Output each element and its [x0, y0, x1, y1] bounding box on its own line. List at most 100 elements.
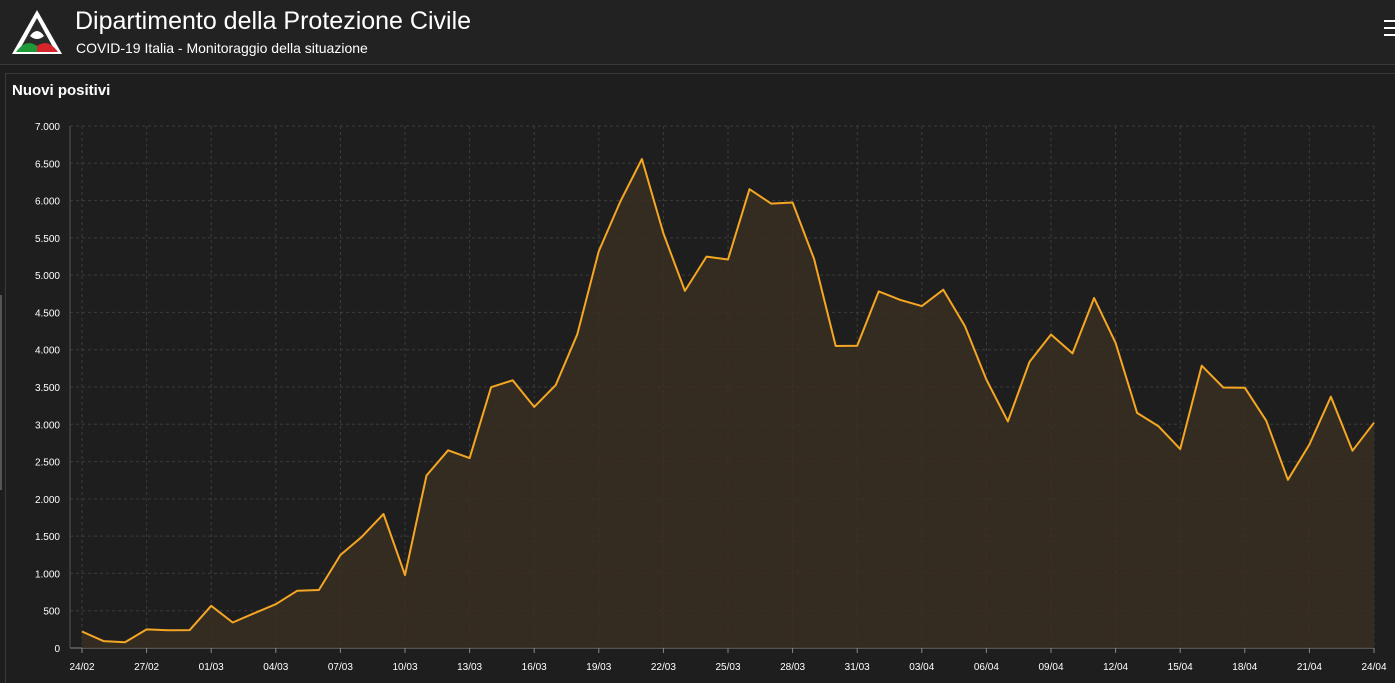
- data-point: [1071, 352, 1073, 354]
- y-tick-label: 2.000: [35, 495, 60, 506]
- data-point: [1093, 297, 1095, 299]
- x-tick-label: 10/03: [392, 662, 417, 673]
- data-point: [921, 305, 923, 307]
- x-tick-label: 15/04: [1168, 662, 1193, 673]
- app-title: Dipartimento della Protezione Civile: [75, 7, 472, 35]
- data-point: [1179, 448, 1181, 450]
- y-tick-label: 4.500: [35, 308, 60, 319]
- y-tick-label: 5.000: [35, 271, 60, 282]
- y-tick-label: 1.500: [35, 532, 60, 543]
- panel-edge-marker: [0, 295, 2, 490]
- data-point: [942, 288, 944, 290]
- x-tick-label: 25/03: [715, 662, 740, 673]
- y-tick-label: 3.500: [35, 383, 60, 394]
- data-point: [81, 630, 83, 632]
- x-tick-label: 19/03: [586, 662, 611, 673]
- data-point: [102, 640, 104, 642]
- y-tick-label: 7.000: [35, 122, 60, 133]
- data-point: [705, 255, 707, 257]
- y-tick-label: 4.000: [35, 346, 60, 357]
- data-point: [1244, 386, 1246, 388]
- data-point: [770, 202, 772, 204]
- x-tick-label: 18/04: [1232, 662, 1257, 673]
- x-tick-label: 21/04: [1297, 662, 1322, 673]
- data-point: [425, 474, 427, 476]
- data-point: [361, 536, 363, 538]
- data-point: [167, 629, 169, 631]
- protezione-civile-logo[interactable]: [10, 8, 64, 58]
- data-point: [598, 250, 600, 252]
- x-tick-label: 09/04: [1038, 662, 1063, 673]
- data-point: [899, 299, 901, 301]
- data-point: [188, 629, 190, 631]
- app-subtitle: COVID-19 Italia - Monitoraggio della sit…: [76, 40, 368, 56]
- y-tick-label: 0: [54, 644, 60, 655]
- data-point: [1028, 361, 1030, 363]
- y-tick-label: 3.000: [35, 420, 60, 431]
- data-point: [555, 384, 557, 386]
- data-point: [253, 612, 255, 614]
- x-tick-label: 01/03: [199, 662, 224, 673]
- app-header: Dipartimento della Protezione Civile COV…: [0, 0, 1395, 65]
- data-point: [468, 457, 470, 459]
- data-point: [619, 200, 621, 202]
- data-point: [124, 641, 126, 643]
- data-point: [1157, 425, 1159, 427]
- x-tick-label: 24/02: [69, 662, 94, 673]
- data-point: [684, 290, 686, 292]
- y-tick-label: 2.500: [35, 458, 60, 469]
- data-point: [533, 406, 535, 408]
- data-point: [748, 188, 750, 190]
- data-point: [834, 345, 836, 347]
- data-point: [878, 290, 880, 292]
- data-point: [1136, 412, 1138, 414]
- x-tick-label: 28/03: [780, 662, 805, 673]
- x-tick-label: 04/03: [263, 662, 288, 673]
- x-tick-label: 24/04: [1361, 662, 1386, 673]
- data-point: [1351, 449, 1353, 451]
- data-point: [1330, 395, 1332, 397]
- x-tick-label: 27/02: [134, 662, 159, 673]
- data-point: [791, 201, 793, 203]
- data-point: [339, 554, 341, 556]
- data-point: [447, 449, 449, 451]
- data-point: [1114, 342, 1116, 344]
- data-point: [727, 258, 729, 260]
- data-point: [662, 232, 664, 234]
- data-point: [210, 605, 212, 607]
- data-point: [985, 378, 987, 380]
- y-tick-label: 1.000: [35, 569, 60, 580]
- data-point: [1373, 422, 1375, 424]
- x-tick-label: 07/03: [328, 662, 353, 673]
- data-point: [404, 574, 406, 576]
- data-point: [576, 333, 578, 335]
- data-point: [275, 603, 277, 605]
- x-tick-label: 22/03: [651, 662, 676, 673]
- data-point: [490, 386, 492, 388]
- y-tick-label: 5.500: [35, 234, 60, 245]
- x-tick-label: 13/03: [457, 662, 482, 673]
- data-point: [856, 345, 858, 347]
- hamburger-menu-icon[interactable]: [1384, 20, 1395, 42]
- series-line: [81, 158, 1375, 644]
- data-point: [1265, 420, 1267, 422]
- data-point: [318, 589, 320, 591]
- data-point: [1308, 443, 1310, 445]
- data-point: [641, 158, 643, 160]
- x-tick-label: 12/04: [1103, 662, 1128, 673]
- y-tick-label: 500: [43, 607, 60, 618]
- data-point: [1050, 333, 1052, 335]
- data-point: [1007, 420, 1009, 422]
- data-point: [511, 379, 513, 381]
- data-point: [296, 589, 298, 591]
- series-area: [82, 159, 1374, 648]
- data-point: [382, 513, 384, 515]
- data-point: [813, 258, 815, 260]
- x-tick-label: 03/04: [909, 662, 934, 673]
- x-tick-label: 06/04: [974, 662, 999, 673]
- chart-title: Nuovi positivi: [12, 82, 111, 99]
- x-tick-label: 31/03: [845, 662, 870, 673]
- y-tick-label: 6.000: [35, 197, 60, 208]
- y-tick-label: 6.500: [35, 159, 60, 170]
